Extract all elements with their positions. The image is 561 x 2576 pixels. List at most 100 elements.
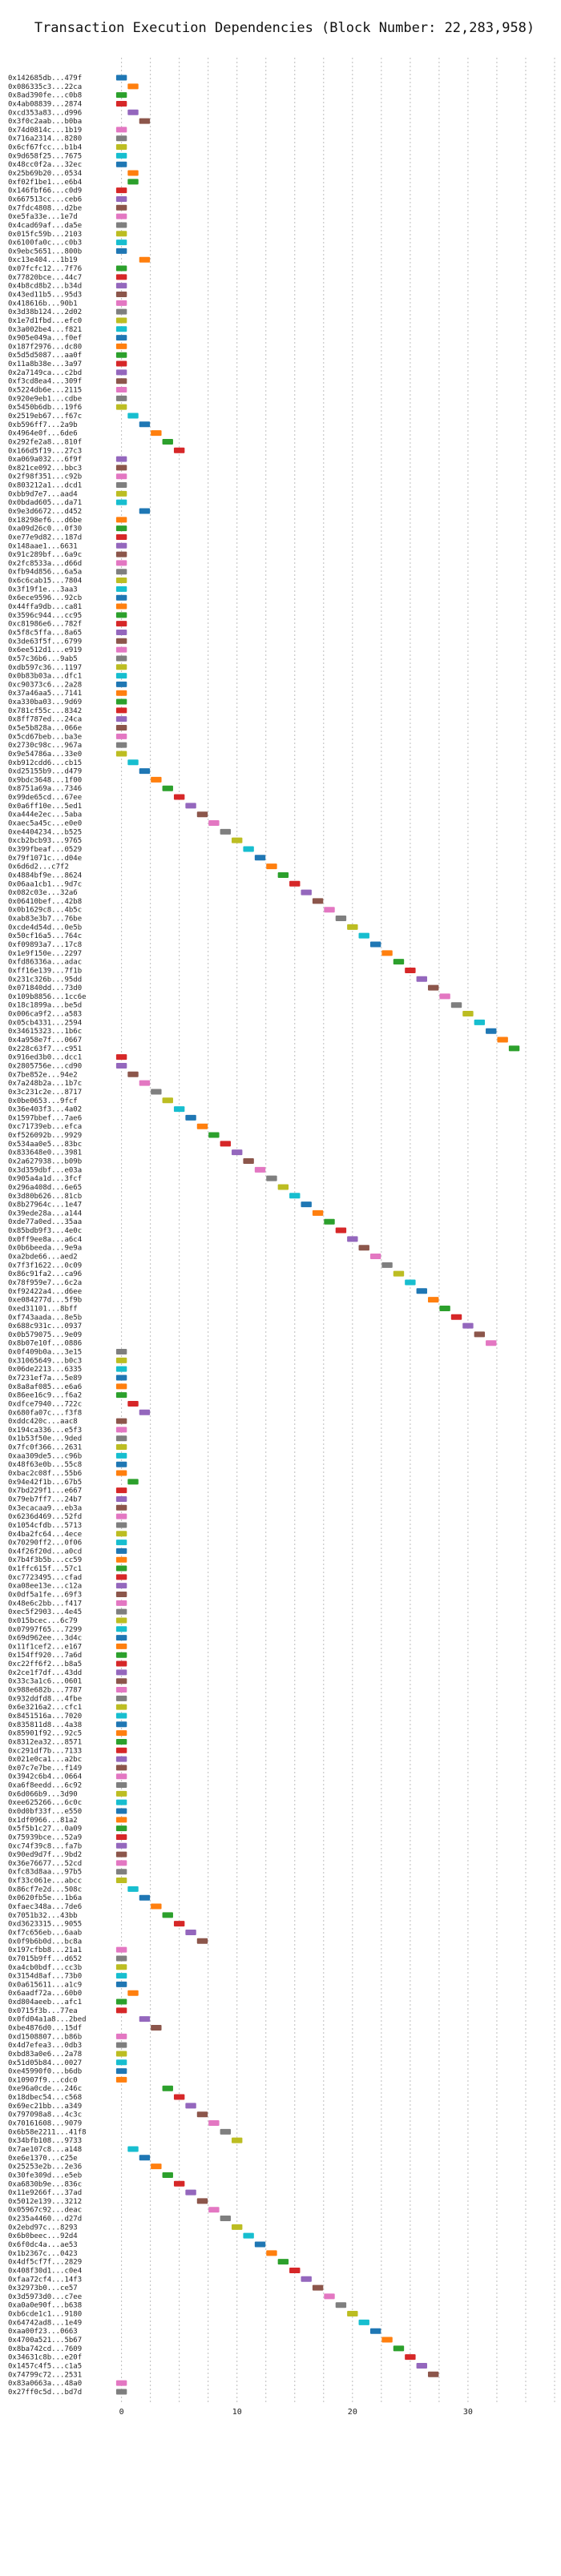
y-tick-label: 0x34631c8b...e20f <box>8 2354 82 2362</box>
bar <box>115 1608 127 1615</box>
y-tick-label: 0xf743aada...8e5b <box>8 1314 82 1322</box>
y-tick-label: 0x5e5b828a...066e <box>8 725 82 733</box>
y-tick-label: 0x1df0966...81a2 <box>8 1817 78 1825</box>
y-tick-label: 0x4a958e7f...0667 <box>8 1036 82 1044</box>
bar <box>312 898 324 904</box>
bar <box>173 447 185 453</box>
y-tick-label: 0x5cd67beb...ba3e <box>8 733 82 741</box>
y-tick-label: 0x6ee512d1...e919 <box>8 646 82 654</box>
y-tick-label: 0xa6f8eedd...6c92 <box>8 1782 82 1790</box>
bar <box>405 2354 416 2361</box>
bar <box>462 1011 474 1017</box>
bar <box>115 1540 127 1546</box>
bar <box>301 889 312 896</box>
y-tick-label: 0x0bdad605...da71 <box>8 499 82 507</box>
y-tick-label: 0x7ae107c8...a148 <box>8 2146 82 2154</box>
y-tick-label: 0xcd353a83...d996 <box>8 109 82 117</box>
bar <box>232 837 243 843</box>
y-tick-label: 0xee625266...6c0c <box>8 1799 82 1807</box>
y-tick-label: 0x36e76677...52cd <box>8 1860 82 1868</box>
bar <box>139 768 151 775</box>
y-tick-label: 0x75939bce...52a9 <box>8 1833 82 1841</box>
bar <box>115 1869 127 1875</box>
bar <box>115 1998 127 2005</box>
y-tick-label: 0xcde4d54d...0e5b <box>8 924 82 932</box>
y-tick-label: 0x6236d469...52fd <box>8 1513 82 1521</box>
y-tick-label: 0x51d05b84...0027 <box>8 2059 82 2067</box>
bar <box>232 2224 243 2230</box>
y-tick-label: 0x1597bbef...7ae6 <box>8 1114 82 1122</box>
bar <box>347 924 358 930</box>
y-tick-label: 0x7a248b2a...1b7c <box>8 1080 82 1088</box>
bar <box>196 1938 208 1944</box>
bar <box>462 1322 474 1329</box>
bar <box>115 239 127 246</box>
bar <box>151 2163 162 2170</box>
bar <box>115 1548 127 1554</box>
y-tick-label: 0x5012e139...3212 <box>8 2198 82 2206</box>
y-tick-label: 0x4b8cd8b2...b34d <box>8 283 82 291</box>
y-tick-label: 0x86c91fa2...ca96 <box>8 1270 82 1278</box>
y-tick-label: 0x0b579075...9e09 <box>8 1331 82 1339</box>
bar <box>427 1297 439 1303</box>
bar <box>196 1123 208 1129</box>
bar <box>369 941 381 948</box>
y-tick-label: 0x4f26f20d...a0cd <box>8 1548 82 1556</box>
bar <box>115 1747 127 1753</box>
bar <box>115 135 127 142</box>
y-tick-label: 0xed31101...8bff <box>8 1305 78 1313</box>
bar <box>335 916 347 922</box>
y-tick-label: 0x25b69b20...0534 <box>8 170 82 178</box>
bar <box>115 1678 127 1684</box>
bar <box>115 1531 127 1537</box>
y-tick-label: 0x2519eb67...f67c <box>8 413 82 421</box>
bar <box>115 1825 127 1832</box>
bar <box>324 1218 335 1225</box>
y-tick-label: 0xa08ee13e...c12a <box>8 1583 82 1591</box>
bar <box>312 2284 324 2291</box>
y-tick-label: 0x07c7e7be...f149 <box>8 1765 82 1773</box>
bars <box>115 74 520 2395</box>
bar <box>115 681 127 687</box>
bar <box>151 776 162 783</box>
y-tick-label: 0xc13e404...1b19 <box>8 256 78 264</box>
y-tick-label: 0xff16e139...7f1b <box>8 967 82 975</box>
y-tick-label: 0x015bcec...6c79 <box>8 1617 78 1625</box>
bar <box>115 1981 127 1987</box>
y-tick-label: 0x667513cc...ceb6 <box>8 195 82 203</box>
y-tick-label: 0x6f0dc4a...ae53 <box>8 2241 78 2249</box>
y-tick-label: 0xa6830b9e...836c <box>8 2180 82 2188</box>
y-tick-label: 0x06aa1cb1...9d7c <box>8 880 82 888</box>
y-tick-label: 0xfd86336a...adac <box>8 959 82 967</box>
y-tick-label: 0xfc83d8aa...97b5 <box>8 1869 82 1877</box>
bar <box>115 542 127 549</box>
bar <box>115 1470 127 1476</box>
bar <box>115 1357 127 1363</box>
y-tick-label: 0x8751a69a...7346 <box>8 785 82 793</box>
y-tick-label: 0x6cf67fcc...b1b4 <box>8 144 82 152</box>
bar <box>115 1878 127 1884</box>
bar <box>139 1894 151 1901</box>
y-tick-label: 0xa330ba03...9d69 <box>8 698 82 706</box>
bar <box>115 292 127 297</box>
y-tick-label: 0xa444e2ec...5aba <box>8 811 82 819</box>
bar <box>208 820 220 827</box>
bar <box>439 993 450 1000</box>
y-tick-label: 0x0715f3b...77ea <box>8 2007 78 2015</box>
bar <box>115 517 127 523</box>
y-tick-label: 0x0a6ff10e...5ed1 <box>8 803 82 811</box>
y-tick-label: 0x3f19f1e...3aa3 <box>8 586 78 594</box>
bar <box>369 1254 381 1260</box>
y-tick-label: 0x0b83b03a...dfc1 <box>8 673 82 681</box>
y-tick-label: 0x7fdc4808...d2be <box>8 204 82 212</box>
y-tick-label: 0x821ce092...bbc3 <box>8 465 82 473</box>
y-tick-label: 0xa069a032...6f9f <box>8 456 82 464</box>
y-tick-label: 0x2f98f351...c92b <box>8 473 82 481</box>
bar <box>393 2345 405 2352</box>
y-tick-label: 0x83a0663a...48a0 <box>8 2380 82 2388</box>
y-tick-label: 0xa0a0e90f...b638 <box>8 2302 82 2310</box>
y-tick-label: 0x071840dd...73d0 <box>8 984 82 992</box>
y-tick-label: 0xaec5a45c...e0e0 <box>8 820 82 828</box>
y-tick-label: 0x34615323...1b6c <box>8 1028 82 1036</box>
y-tick-label: 0x6c6cab15...7804 <box>8 578 82 586</box>
